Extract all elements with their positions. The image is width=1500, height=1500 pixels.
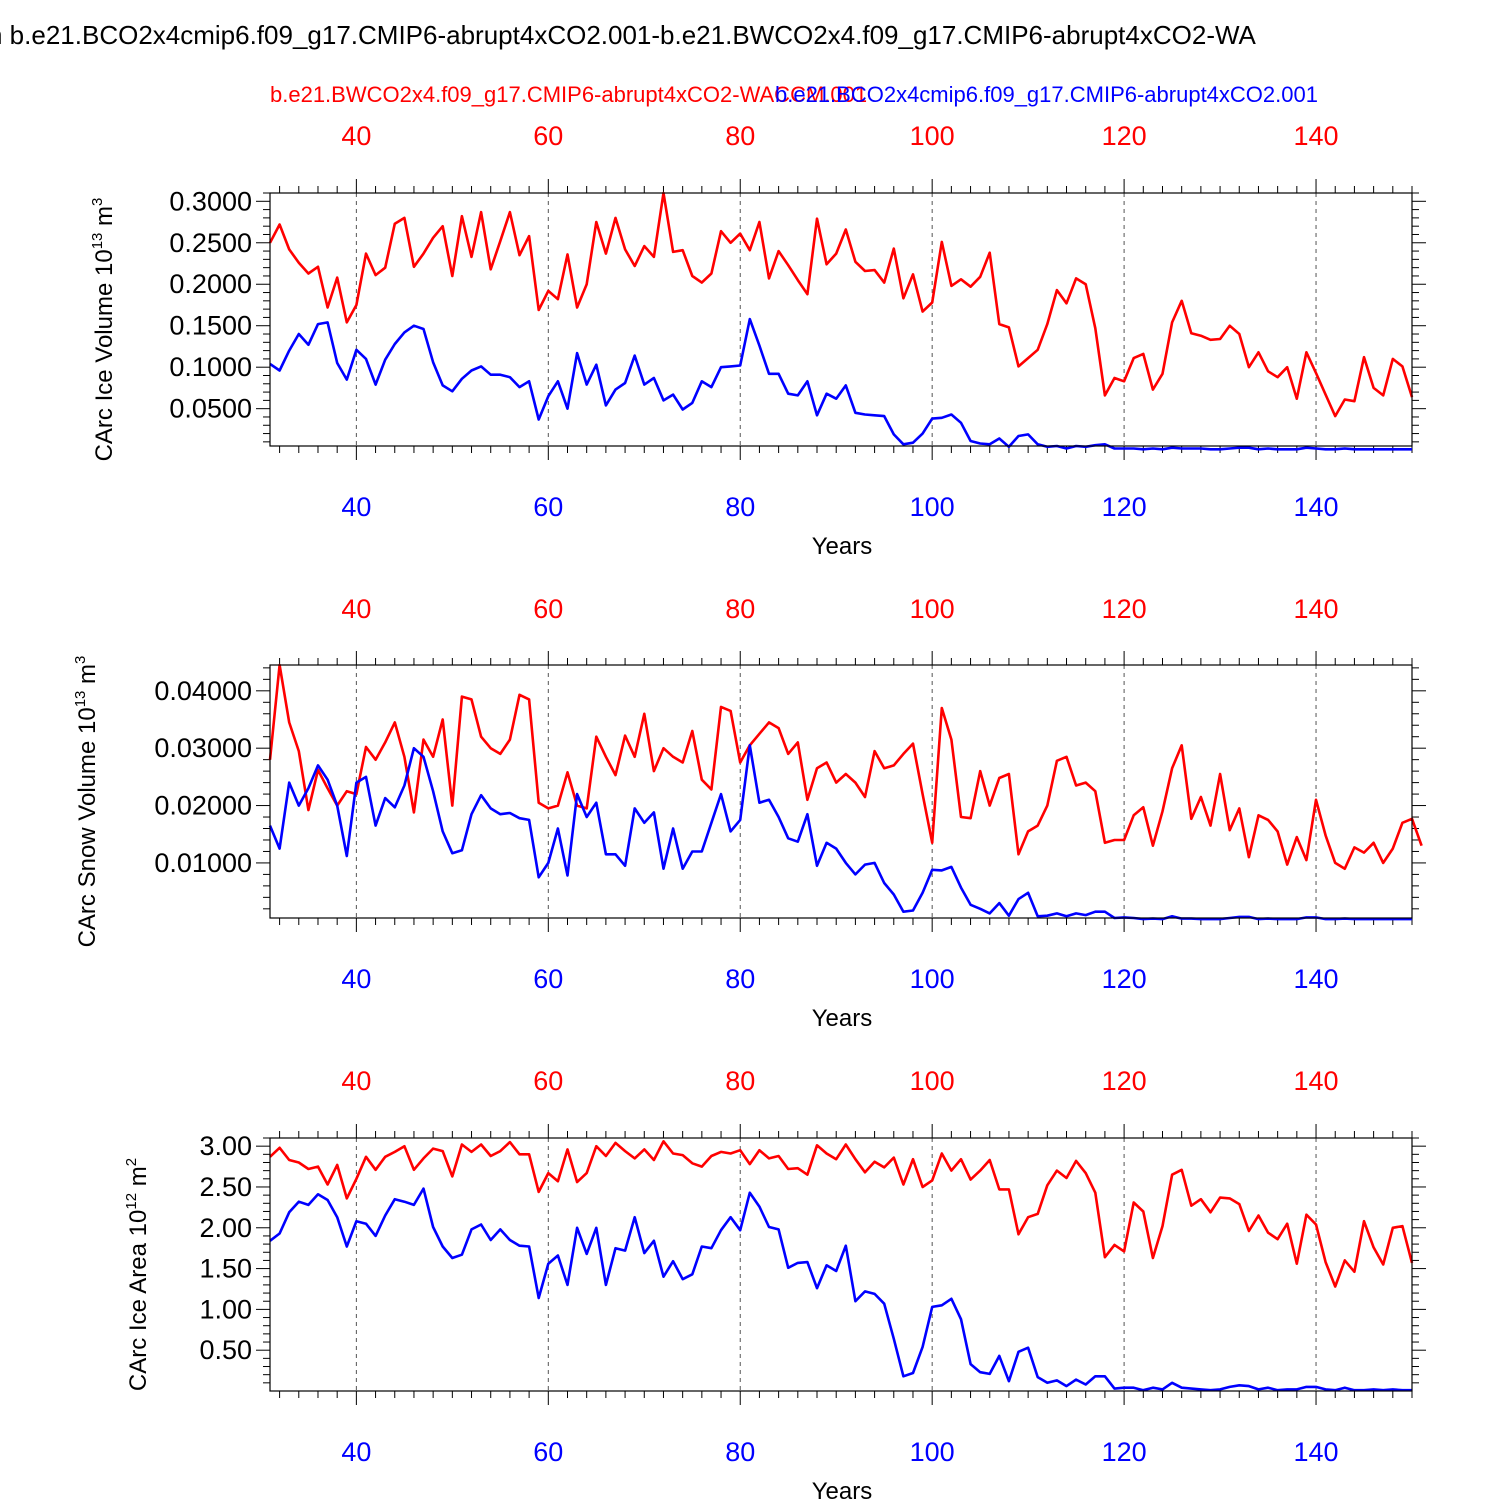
y-axis-label-part: 13 (72, 691, 89, 708)
x-tick-label-top: 100 (910, 1066, 955, 1096)
y-tick-label: 0.2000 (169, 269, 252, 299)
y-tick-label: 0.0500 (169, 394, 252, 424)
panel-ice-area: 0.50 1.00 1.50 2.00 2.50 3.00 40 40 60 60 80 80 100 1… (123, 1066, 1426, 1500)
x-tick-label-bottom: 80 (725, 492, 755, 522)
panel-ice-volume: 0.0500 0.1000 0.1500 0.2000 0.2500 0.3000 40 40… (89, 121, 1426, 560)
x-tick-label-bottom: 100 (910, 1437, 955, 1467)
x-tick-label-bottom: 60 (533, 492, 563, 522)
y-axis-label-part: 3 (89, 198, 106, 206)
y-axis-label: CArc Snow Volume 1013 m3 (72, 656, 101, 948)
x-tick-label-top: 100 (910, 594, 955, 624)
x-tick-label-top: 140 (1294, 594, 1339, 624)
x-tick-label-bottom: 140 (1294, 964, 1339, 994)
plot-frame (269, 664, 1413, 919)
y-axis-label-part: CArc Snow Volume 10 (74, 707, 101, 947)
y-axis-label: CArc Ice Volume 1013 m3 (89, 198, 118, 462)
y-tick-label: 0.1000 (169, 352, 252, 382)
x-tick-label-top: 140 (1294, 121, 1339, 151)
y-axis-label-part: CArc Ice Volume 10 (91, 249, 118, 461)
y-tick-label: 0.02000 (154, 791, 252, 821)
series-line-blue (269, 317, 1412, 451)
y-tick-label: 3.00 (199, 1131, 252, 1161)
x-tick-label-top: 60 (533, 594, 563, 624)
page-title: n b.e21.BCO2x4cmip6.f09_g17.CMIP6-abrupt… (0, 20, 1256, 50)
panel-snow-volume: 0.01000 0.02000 0.03000 0.04000 40 40 60 60 80 80… (72, 594, 1426, 1032)
series-line-red (269, 1140, 1414, 1288)
x-tick-label-top: 120 (1102, 1066, 1147, 1096)
y-tick-label: 1.50 (199, 1254, 252, 1284)
x-tick-label-top: 40 (341, 594, 371, 624)
series-line-blue (269, 1187, 1412, 1392)
x-tick-label-top: 120 (1102, 594, 1147, 624)
x-tick-label-bottom: 120 (1102, 1437, 1147, 1467)
y-axis-label-part: m (74, 664, 101, 691)
y-tick-label: 0.2500 (169, 228, 252, 258)
x-tick-label-bottom: 80 (725, 964, 755, 994)
y-axis-label-part: m (125, 1166, 152, 1193)
y-axis-label-part: 13 (89, 233, 106, 250)
plot-frame (269, 1137, 1413, 1392)
x-tick-label-top: 140 (1294, 1066, 1339, 1096)
red-run-label: b.e21.BWCO2x4.f09_g17.CMIP6-abrupt4xCO2-… (270, 82, 868, 107)
x-tick-label-bottom: 60 (533, 964, 563, 994)
x-tick-label-bottom: 60 (533, 1437, 563, 1467)
x-tick-label-top: 60 (533, 121, 563, 151)
y-axis-label-part: CArc Ice Area 10 (125, 1210, 152, 1391)
x-tick-label-top: 40 (341, 121, 371, 151)
series-line-red (268, 191, 1414, 418)
x-tick-label-bottom: 100 (910, 964, 955, 994)
y-tick-label: 0.50 (199, 1335, 252, 1365)
y-axis-label-part: 3 (72, 656, 89, 664)
x-tick-label-bottom: 140 (1294, 492, 1339, 522)
blue-run-label: b.e21.BCO2x4cmip6.f09_g17.CMIP6-abrupt4x… (775, 82, 1318, 107)
x-tick-label-bottom: 120 (1102, 492, 1147, 522)
y-tick-label: 0.03000 (154, 733, 252, 763)
y-axis-label: CArc Ice Area 1012 m2 (123, 1158, 152, 1391)
x-tick-label-top: 80 (725, 121, 755, 151)
y-tick-label: 2.00 (199, 1213, 252, 1243)
x-tick-label-top: 80 (725, 594, 755, 624)
x-tick-label-bottom: 40 (341, 492, 371, 522)
plot-frame (269, 192, 1413, 447)
series-line-blue (268, 743, 1412, 921)
x-tick-label-bottom: 80 (725, 1437, 755, 1467)
y-tick-label: 1.00 (199, 1294, 252, 1324)
x-tick-label-top: 60 (533, 1066, 563, 1096)
x-tick-label-bottom: 140 (1294, 1437, 1339, 1467)
x-axis-label: Years (812, 1478, 873, 1500)
y-tick-label: 0.3000 (169, 186, 252, 216)
x-axis-label: Years (812, 1005, 873, 1032)
x-tick-label-bottom: 40 (341, 1437, 371, 1467)
x-tick-label-top: 40 (341, 1066, 371, 1096)
y-tick-label: 0.1500 (169, 311, 252, 341)
y-tick-label: 0.04000 (154, 676, 252, 706)
y-tick-label: 2.50 (199, 1172, 252, 1202)
x-tick-label-bottom: 120 (1102, 964, 1147, 994)
x-tick-label-top: 100 (910, 121, 955, 151)
x-tick-label-bottom: 40 (341, 964, 371, 994)
x-tick-label-top: 80 (725, 1066, 755, 1096)
y-axis-label-part: m (91, 206, 118, 233)
x-tick-label-bottom: 100 (910, 492, 955, 522)
y-tick-label: 0.01000 (154, 848, 252, 878)
y-axis-label-part: 2 (123, 1158, 140, 1166)
series-line-red (268, 663, 1423, 871)
x-axis-label: Years (812, 533, 873, 560)
y-axis-label-part: 12 (123, 1193, 140, 1210)
x-tick-label-top: 120 (1102, 121, 1147, 151)
